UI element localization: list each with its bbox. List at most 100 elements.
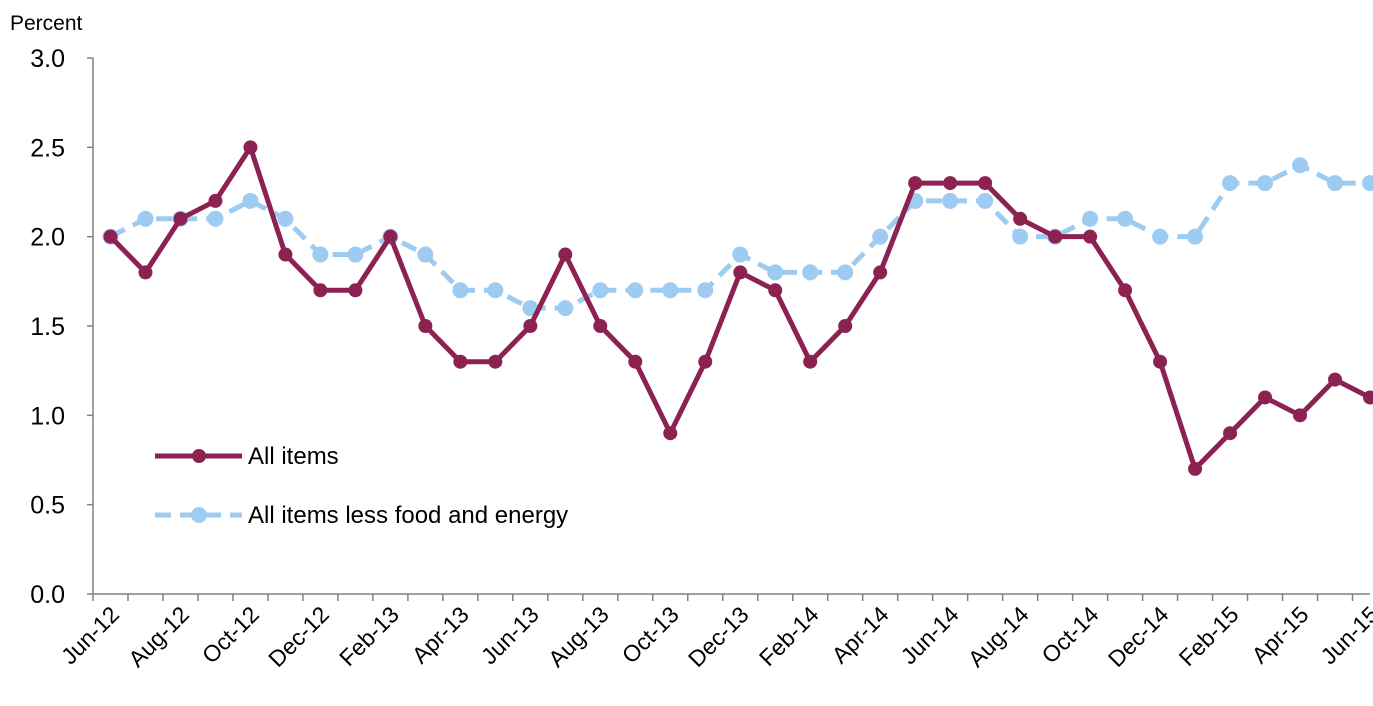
- data-point: [837, 264, 854, 281]
- data-point: [767, 264, 784, 281]
- data-point: [137, 210, 154, 227]
- x-tick-label: Aug-14: [963, 601, 1034, 672]
- data-point: [488, 354, 503, 369]
- data-point: [1117, 210, 1134, 227]
- y-tick-label: 1.5: [30, 313, 65, 341]
- data-point: [768, 283, 783, 298]
- data-point: [1152, 228, 1169, 245]
- y-tick-label: 2.5: [30, 134, 65, 162]
- data-point: [523, 319, 538, 333]
- data-point: [592, 282, 609, 299]
- data-point: [138, 265, 153, 280]
- x-tick-label: Aug-12: [123, 601, 194, 672]
- data-point: [1257, 175, 1274, 192]
- x-tick-label: Dec-13: [683, 601, 754, 672]
- data-point: [418, 319, 433, 333]
- data-point: [698, 354, 713, 369]
- data-point: [977, 192, 994, 209]
- data-point: [313, 283, 328, 298]
- data-point: [1187, 228, 1204, 245]
- data-point: [453, 354, 468, 369]
- x-tick-label: Dec-12: [263, 601, 334, 672]
- data-point: [1048, 229, 1063, 244]
- y-tick-label: 2.0: [30, 224, 65, 252]
- data-point: [207, 210, 224, 227]
- data-point: [978, 176, 993, 191]
- data-point: [348, 283, 363, 298]
- data-point: [1362, 175, 1373, 192]
- data-point: [838, 319, 853, 333]
- data-point: [1327, 175, 1344, 192]
- data-point: [277, 210, 294, 227]
- x-tick-label: Feb-14: [754, 601, 824, 671]
- data-point: [1222, 175, 1239, 192]
- x-tick-label: Apr-15: [1246, 601, 1313, 668]
- x-tick-label: Feb-15: [1174, 601, 1244, 671]
- data-point: [242, 192, 259, 209]
- x-tick-label: Feb-13: [334, 601, 404, 671]
- data-point: [278, 247, 293, 262]
- data-point: [1118, 283, 1133, 298]
- series-line: [109, 162, 1370, 311]
- data-point: [1292, 157, 1309, 174]
- data-point: [1363, 390, 1373, 405]
- data-point: [942, 192, 959, 209]
- y-tick-label: 0.5: [30, 492, 65, 520]
- legend-swatch-marker: [191, 507, 207, 523]
- data-point: [347, 246, 364, 263]
- data-point: [487, 282, 504, 299]
- series-all-items-less-food-and-energy: [102, 157, 1373, 317]
- data-point: [943, 176, 958, 191]
- legend: All items All items less food and energy: [155, 443, 568, 529]
- x-tick-label: Jun-12: [56, 601, 124, 669]
- data-point: [1188, 461, 1203, 476]
- x-tick-label: Jun-13: [476, 601, 544, 669]
- x-tick-label: Oct-12: [197, 601, 264, 668]
- y-tick-label: 0.0: [30, 581, 65, 609]
- x-tick-label: Aug-13: [543, 601, 614, 672]
- y-tick-label: 3.0: [30, 45, 65, 73]
- data-point: [803, 354, 818, 369]
- x-tick-label: Apr-13: [407, 601, 474, 668]
- data-point: [873, 265, 888, 280]
- x-tick-label: Dec-14: [1103, 601, 1174, 672]
- data-point: [103, 229, 118, 244]
- legend-swatch-marker: [192, 449, 206, 463]
- data-point: [872, 228, 889, 245]
- legend-label: All items: [248, 443, 339, 470]
- data-point: [1223, 426, 1238, 441]
- series-line: [108, 144, 1372, 472]
- data-point: [1258, 390, 1273, 405]
- data-point: [383, 229, 398, 244]
- y-axis-title: Percent: [10, 12, 83, 35]
- data-point: [908, 176, 923, 191]
- data-point: [1083, 229, 1098, 244]
- data-point: [452, 282, 469, 299]
- data-point: [558, 247, 573, 262]
- data-point: [733, 265, 748, 280]
- data-point: [557, 300, 574, 317]
- data-point: [1012, 228, 1029, 245]
- data-point: [697, 282, 714, 299]
- data-point: [1082, 210, 1099, 227]
- data-point: [593, 319, 608, 333]
- data-point: [663, 426, 678, 441]
- x-tick-label: Oct-14: [1036, 601, 1103, 668]
- legend-label: All items less food and energy: [248, 502, 568, 529]
- x-tick-label: Jun-14: [896, 601, 964, 669]
- data-point: [1013, 211, 1028, 226]
- data-point: [417, 246, 434, 263]
- series-layer: [102, 140, 1373, 476]
- data-point: [802, 264, 819, 281]
- x-tick-label: Apr-14: [827, 601, 894, 668]
- x-tick-label: Jun-15: [1315, 601, 1373, 669]
- data-point: [243, 140, 258, 155]
- data-point: [522, 300, 539, 317]
- series-all-items: [103, 140, 1373, 476]
- data-point: [173, 211, 188, 226]
- data-point: [1293, 408, 1308, 423]
- data-point: [208, 193, 223, 208]
- data-point: [732, 246, 749, 263]
